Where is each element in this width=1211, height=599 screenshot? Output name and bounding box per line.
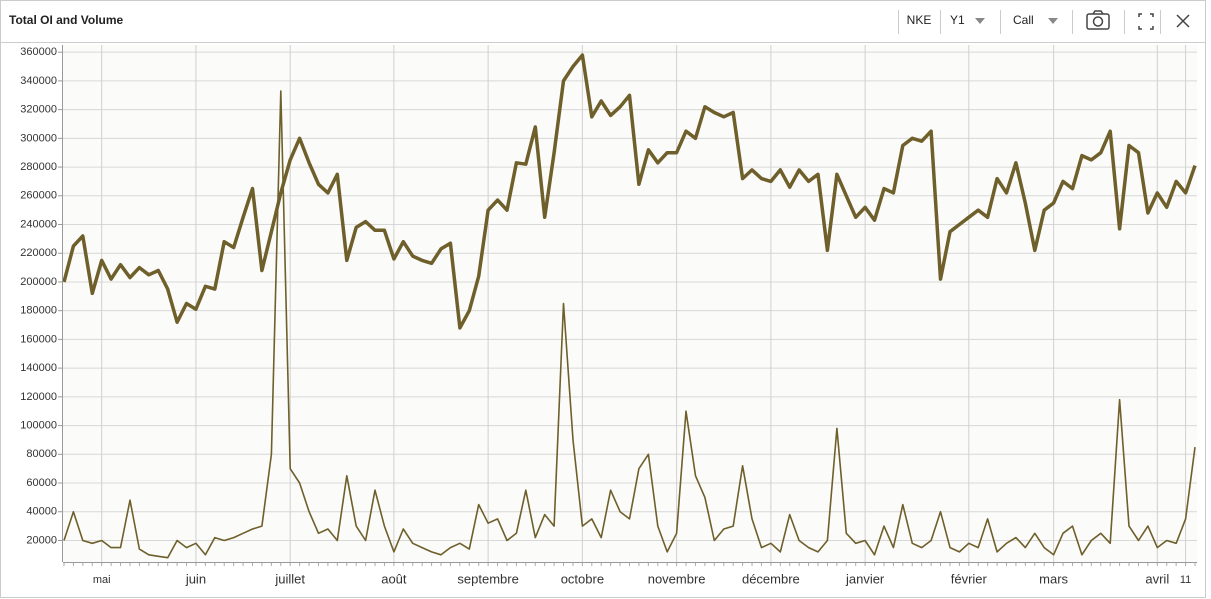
x-tick-label: avril <box>1145 571 1169 586</box>
toolbar-separators <box>898 10 1161 34</box>
y-tick-label: 160000 <box>20 333 57 345</box>
y-tick-label: 220000 <box>20 247 57 259</box>
y-tick-label: 140000 <box>20 362 57 374</box>
x-tick-label: octobre <box>561 571 604 586</box>
y-tick-label: 20000 <box>26 534 57 546</box>
x-tick-label: février <box>951 571 988 586</box>
option-type-selector[interactable]: Call <box>1013 13 1034 27</box>
y-tick-label: 80000 <box>26 448 57 460</box>
x-tick-label: septembre <box>457 571 518 586</box>
dropdown-arrow[interactable] <box>1048 18 1058 24</box>
y-tick-label: 100000 <box>20 419 57 431</box>
y-tick-label: 360000 <box>20 46 57 58</box>
x-tick-label: janvier <box>845 571 885 586</box>
x-tick-label: décembre <box>742 571 800 586</box>
x-tick-label: mars <box>1039 571 1068 586</box>
y-tick-label: 240000 <box>20 218 57 230</box>
grid <box>58 45 1197 566</box>
x-tick-label: 11 <box>1180 574 1191 586</box>
y-tick-label: 320000 <box>20 104 57 116</box>
y-tick-label: 200000 <box>20 276 57 288</box>
y-tick-label: 60000 <box>26 477 57 489</box>
y-tick-label: 180000 <box>20 305 57 317</box>
period-selector[interactable]: Y1 <box>950 13 965 27</box>
y-tick-label: 340000 <box>20 75 57 87</box>
x-tick-label: novembre <box>648 571 706 586</box>
chart-title: Total OI and Volume <box>9 13 124 27</box>
x-tick-label: août <box>381 571 407 586</box>
x-tick-label: juin <box>185 571 206 586</box>
camera-icon[interactable] <box>1086 10 1110 30</box>
y-tick-label: 120000 <box>20 391 57 403</box>
symbol-selector[interactable]: NKE <box>907 13 932 27</box>
y-tick-label: 300000 <box>20 132 57 144</box>
fullscreen-icon[interactable] <box>1138 13 1154 30</box>
series-line <box>62 53 1197 330</box>
marks <box>62 53 1197 559</box>
close-icon[interactable] <box>1176 14 1190 28</box>
dropdown-arrow[interactable] <box>975 18 985 24</box>
x-tick-label: juillet <box>274 571 305 586</box>
series-line <box>63 90 1196 559</box>
y-tick-label: 280000 <box>20 161 57 173</box>
x-tick-label: mai <box>93 574 111 586</box>
y-tick-label: 40000 <box>26 506 57 518</box>
plot-area <box>63 45 1197 562</box>
y-tick-label: 260000 <box>20 190 57 202</box>
